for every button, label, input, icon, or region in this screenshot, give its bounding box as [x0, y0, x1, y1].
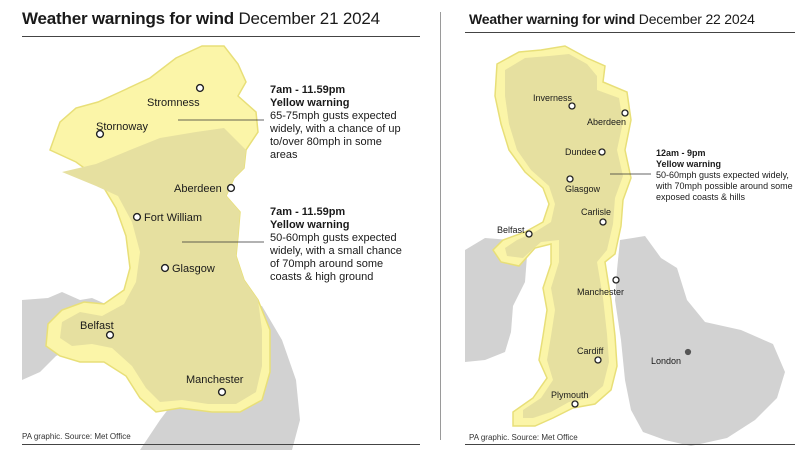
- right-city-aberdeen: Aberdeen: [587, 109, 629, 127]
- left-warning-1-level: Yellow warning: [270, 97, 350, 109]
- left-warning-2-time: 7am - 11.59pm: [270, 206, 346, 218]
- right-title-bold: Weather warning for wind: [469, 11, 636, 27]
- right-city-label: Aberdeen: [587, 117, 626, 127]
- right-city-label: Inverness: [533, 93, 573, 103]
- left-warning-1-text: 65-75mph gusts expected widely, with a c…: [270, 110, 401, 161]
- left-warning-1-time: 7am - 11.59pm: [270, 84, 346, 96]
- left-city-label: Belfast: [80, 320, 114, 332]
- left-title-rule: [22, 36, 420, 37]
- right-source-credit: PA graphic. Source: Met Office: [469, 433, 578, 442]
- panel-divider: [440, 12, 441, 440]
- right-city-label: Carlisle: [581, 207, 611, 217]
- left-city-fort-william: Fort William: [132, 212, 202, 224]
- right-title-rule: [465, 32, 795, 33]
- left-city-label: Stromness: [147, 97, 200, 109]
- right-map-title: Weather warning for wind December 22 202…: [469, 11, 755, 27]
- right-warning-note: 12am - 9pm Yellow warning 50-60mph gusts…: [656, 148, 796, 203]
- right-city-london: London: [651, 348, 692, 366]
- right-city-label: Belfast: [497, 225, 525, 235]
- right-city-dundee: Dundee: [565, 147, 606, 157]
- left-city-stornoway: Stornoway: [95, 121, 148, 139]
- right-ireland-land: [465, 238, 527, 362]
- right-warning-area: [492, 45, 632, 427]
- left-warning-2-level: Yellow warning: [270, 219, 350, 231]
- right-warning-time: 12am - 9pm: [656, 148, 706, 158]
- right-city-label: Manchester: [577, 287, 624, 297]
- right-cities: Inverness Aberdeen Dundee Glasgow Carlis…: [497, 93, 692, 408]
- left-source-credit: PA graphic. Source: Met Office: [22, 432, 131, 441]
- left-title-date: December 21 2024: [238, 9, 380, 28]
- right-city-label: Dundee: [565, 147, 597, 157]
- right-land: [465, 236, 785, 446]
- left-city-belfast: Belfast: [80, 320, 115, 340]
- right-city-label: Cardiff: [577, 346, 604, 356]
- right-city-carlisle: Carlisle: [581, 207, 611, 226]
- left-warning-note-2: 7am - 11.59pm Yellow warning 50-60mph gu…: [270, 206, 410, 284]
- right-warning-inner: [505, 54, 623, 418]
- left-map: Stromness Stornoway Aberdeen Fort Willia…: [22, 45, 300, 450]
- left-cities: Stromness Stornoway Aberdeen Fort Willia…: [80, 83, 244, 397]
- right-city-cardiff: Cardiff: [577, 346, 604, 364]
- left-map-title: Weather warnings for wind December 21 20…: [22, 9, 380, 29]
- right-city-glasgow: Glasgow: [565, 175, 601, 194]
- left-warning-note-1: 7am - 11.59pm Yellow warning 65-75mph gu…: [270, 84, 410, 162]
- left-city-label: Glasgow: [172, 263, 215, 275]
- right-title-date: December 22 2024: [638, 11, 755, 27]
- right-warning-text: 50-60mph gusts expected widely, with 70m…: [656, 170, 793, 202]
- right-map: Inverness Aberdeen Dundee Glasgow Carlis…: [465, 45, 785, 446]
- left-city-aberdeen: Aberdeen: [174, 183, 236, 195]
- left-city-label: Fort William: [144, 212, 202, 224]
- right-england-land: [615, 236, 785, 446]
- left-city-label: Aberdeen: [174, 183, 222, 195]
- right-map-panel: Weather warning for wind December 22 202…: [455, 0, 800, 450]
- left-city-label: Stornoway: [96, 121, 148, 133]
- right-city-manchester: Manchester: [577, 276, 624, 297]
- right-city-plymouth: Plymouth: [551, 390, 589, 408]
- right-bottom-rule: [465, 444, 795, 445]
- right-warning-level: Yellow warning: [656, 159, 722, 169]
- left-city-manchester: Manchester: [186, 374, 244, 397]
- right-city-belfast: Belfast: [497, 225, 533, 238]
- right-city-inverness: Inverness: [533, 93, 576, 110]
- left-warning-2-text: 50-60mph gusts expected widely, with a s…: [270, 232, 402, 283]
- left-title-bold: Weather warnings for wind: [22, 9, 234, 28]
- left-city-glasgow: Glasgow: [160, 263, 215, 275]
- right-city-label: Plymouth: [551, 390, 589, 400]
- left-map-panel: Weather warnings for wind December 21 20…: [22, 9, 420, 450]
- left-city-stromness: Stromness: [147, 83, 205, 109]
- left-bottom-rule: [22, 444, 420, 445]
- right-city-label: Glasgow: [565, 184, 601, 194]
- left-city-label: Manchester: [186, 374, 244, 386]
- right-city-label: London: [651, 356, 681, 366]
